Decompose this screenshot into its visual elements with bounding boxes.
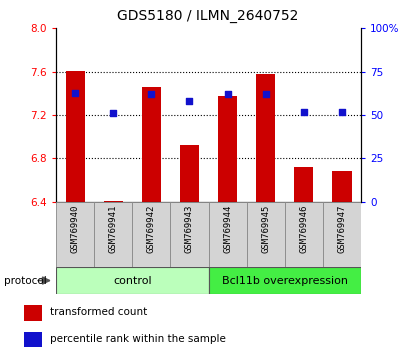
Bar	[256, 74, 275, 202]
Point	[72, 90, 78, 95]
Bar	[104, 201, 123, 202]
Point	[110, 110, 117, 116]
Bar	[209, 267, 361, 294]
Bar	[247, 202, 285, 267]
Bar	[24, 332, 42, 348]
Text: GSM769946: GSM769946	[299, 204, 308, 253]
Point	[262, 91, 269, 97]
Bar	[294, 167, 313, 202]
Text: GSM769944: GSM769944	[223, 204, 232, 253]
Text: GSM769947: GSM769947	[337, 204, 347, 253]
Bar	[142, 87, 161, 202]
Bar	[171, 202, 209, 267]
Bar	[56, 267, 209, 294]
Bar	[66, 70, 85, 202]
Text: control: control	[113, 275, 151, 286]
Text: protocol: protocol	[4, 276, 47, 286]
Bar	[323, 202, 361, 267]
Bar	[209, 202, 247, 267]
Text: percentile rank within the sample: percentile rank within the sample	[49, 334, 225, 344]
Point	[339, 109, 345, 114]
Point	[148, 91, 155, 97]
Bar	[94, 202, 132, 267]
Bar	[24, 305, 42, 321]
Text: GSM769945: GSM769945	[261, 204, 270, 253]
Point	[300, 109, 307, 114]
Point	[224, 91, 231, 97]
Bar	[218, 96, 237, 202]
Text: GSM769940: GSM769940	[71, 204, 80, 253]
Point	[186, 98, 193, 104]
Text: GSM769942: GSM769942	[147, 204, 156, 253]
Bar	[56, 202, 94, 267]
Text: GSM769941: GSM769941	[109, 204, 118, 253]
Text: GSM769943: GSM769943	[185, 204, 194, 253]
Text: Bcl11b overexpression: Bcl11b overexpression	[222, 275, 348, 286]
Text: transformed count: transformed count	[49, 307, 147, 317]
Bar	[332, 171, 352, 202]
Bar	[285, 202, 323, 267]
Bar	[180, 145, 199, 202]
Text: GDS5180 / ILMN_2640752: GDS5180 / ILMN_2640752	[117, 9, 298, 23]
Bar	[132, 202, 171, 267]
